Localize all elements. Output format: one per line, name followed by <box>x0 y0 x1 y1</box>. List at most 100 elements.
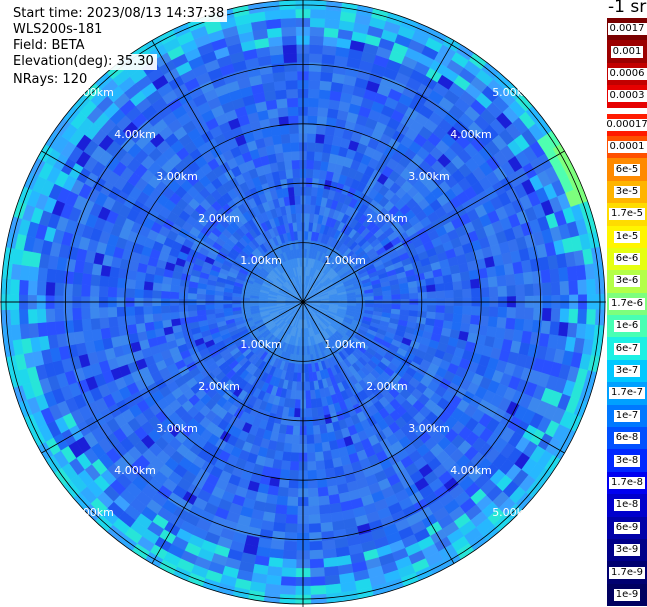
range-gate-cell <box>279 469 291 480</box>
colorbar-swatch: 6e-8 <box>607 427 647 450</box>
range-gate-cell <box>308 88 320 99</box>
range-ring-label: 4.00km <box>114 128 156 141</box>
range-gate-cell <box>279 124 291 135</box>
range-gate-cell <box>305 390 311 400</box>
range-gate-cell <box>304 381 311 392</box>
range-gate-cell <box>318 98 330 109</box>
range-gate-cell <box>109 326 120 338</box>
colorbar-swatch: 1e-9 <box>607 583 647 607</box>
range-ring-label: 3.00km <box>156 170 198 183</box>
range-gate-cell <box>566 322 578 339</box>
range-gate-cell <box>391 304 401 310</box>
range-gate-cell <box>291 159 300 170</box>
range-gate-cell <box>347 297 357 302</box>
range-gate-cell <box>417 285 428 294</box>
colorbar-tick-label: 0.0017 <box>607 23 647 36</box>
range-gate-cell <box>71 307 82 321</box>
range-gate-cell <box>294 195 301 205</box>
range-gate-cell <box>54 282 65 296</box>
range-gate-cell <box>9 309 20 326</box>
range-gate-cell <box>151 305 162 315</box>
range-gate-cell <box>100 264 112 277</box>
range-gate-cell <box>314 142 325 153</box>
range-gate-cell <box>19 264 31 281</box>
range-gate-cell <box>28 322 40 339</box>
range-gate-cell <box>558 266 569 283</box>
range-gate-cell <box>558 321 569 338</box>
range-gate-cell <box>309 53 323 64</box>
colorbar-swatch: 6e-5 <box>607 158 647 181</box>
colorbar-swatch: 1e-5 <box>607 225 647 248</box>
range-gate-cell <box>470 278 481 290</box>
range-gate-cell <box>426 291 437 299</box>
range-ring-label: 5.00km <box>492 506 534 519</box>
range-ring-label: 1.00km <box>240 338 282 351</box>
range-gate-cell <box>286 177 295 188</box>
colorbar-swatch: 1e-8 <box>607 494 647 517</box>
range-gate-cell <box>559 308 570 324</box>
range-gate-cell <box>524 307 535 321</box>
range-gate-cell <box>107 316 119 328</box>
range-gate-cell <box>309 17 326 28</box>
range-gate-cell <box>284 160 293 171</box>
colorbar-swatch: 3e-7 <box>607 359 647 383</box>
range-gate-cell <box>279 8 296 19</box>
range-gate-cell <box>45 281 56 296</box>
range-ring-label: 4.00km <box>114 464 156 477</box>
range-gate-cell <box>373 295 384 301</box>
range-gate-cell <box>382 294 393 301</box>
range-gate-cell <box>310 398 318 409</box>
colorbar-swatch: 0.001 <box>607 40 647 63</box>
colorbar-swatch: 3e-6 <box>607 270 647 293</box>
range-gate-cell <box>325 9 342 21</box>
range-gate-cell <box>417 291 428 300</box>
colorbar-tick-label: 3e-8 <box>613 454 641 467</box>
colorbar-swatch: 3e-9 <box>607 538 647 562</box>
range-gate-cell <box>169 311 180 320</box>
range-gate-cell <box>487 316 499 328</box>
range-gate-cell <box>284 523 298 534</box>
range-gate-cell <box>461 314 472 325</box>
colorbar-tick-label: 0.0001 <box>607 141 647 154</box>
range-gate-cell <box>281 26 297 37</box>
range-gate-cell <box>265 99 278 111</box>
range-gate-cell <box>288 469 299 480</box>
range-gate-cell <box>307 487 319 498</box>
range-gate-cell <box>307 478 318 489</box>
range-gate-cell <box>213 303 224 310</box>
range-gate-cell <box>584 263 596 280</box>
range-gate-cell <box>400 304 410 311</box>
colorbar-tick-label: 1e-7 <box>613 409 641 422</box>
range-gate-cell <box>107 276 119 288</box>
range-gate-cell <box>305 204 311 214</box>
range-gate-cell <box>287 487 299 498</box>
colorbar-swatch: 1.7e-6 <box>607 292 647 316</box>
range-gate-cell <box>265 574 282 586</box>
range-gate-cell <box>294 399 301 409</box>
range-gate-cell <box>462 288 472 299</box>
range-ring-label: 2.00km <box>366 380 408 393</box>
range-gate-cell <box>295 204 301 214</box>
colorbar-swatch: 1e-6 <box>607 315 647 338</box>
colorbar-swatch: 0.0017 <box>607 18 647 41</box>
range-gate-cell <box>306 133 317 143</box>
range-gate-cell <box>287 186 295 197</box>
range-gate-cell <box>290 141 300 152</box>
range-gate-cell <box>308 79 321 90</box>
range-gate-cell <box>313 160 322 171</box>
range-gate-cell <box>63 270 75 285</box>
range-gate-cell <box>434 283 445 292</box>
colorbar-tick-label: 6e-6 <box>613 253 641 266</box>
elevation-label: Elevation(deg): 35.30 <box>10 54 157 70</box>
range-gate-cell <box>281 451 292 462</box>
colorbar-swatch: 6e-7 <box>607 337 647 360</box>
range-gate-cell <box>309 35 325 46</box>
range-gate-cell <box>328 493 341 505</box>
range-gate-cell <box>134 305 144 316</box>
range-gate-cell <box>318 89 332 100</box>
range-gate-cell <box>488 306 499 318</box>
colorbar-tick-label: 1.7e-7 <box>608 387 646 400</box>
range-gate-cell <box>497 306 508 319</box>
range-gate-cell <box>297 230 302 241</box>
range-gate-cell <box>470 287 481 298</box>
